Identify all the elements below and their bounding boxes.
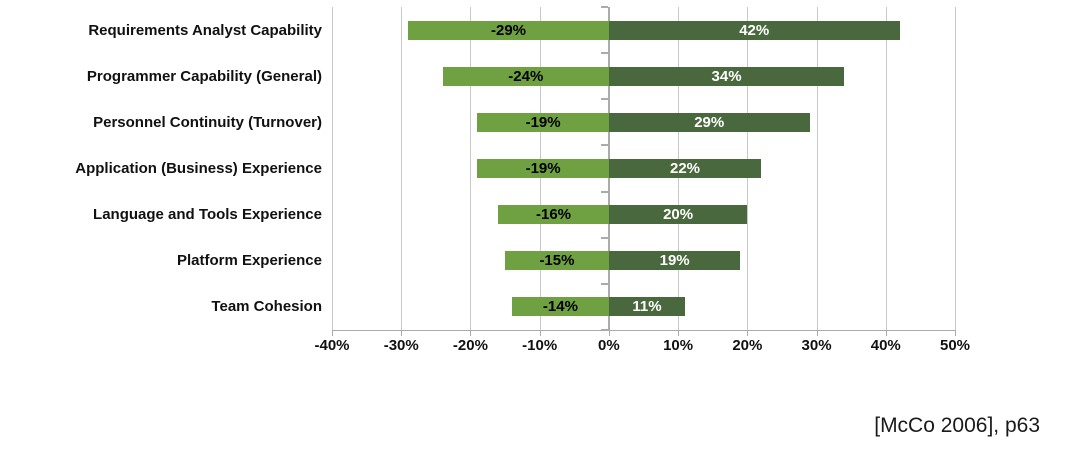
negative-bar: -16% (498, 205, 609, 224)
category-label: Team Cohesion (211, 298, 322, 316)
negative-bar: -14% (511, 297, 609, 316)
category-axis-tick (600, 6, 608, 8)
x-axis-tick (955, 330, 956, 336)
gridline (470, 7, 472, 330)
negative-bar-value: -24% (508, 68, 544, 85)
x-axis-tick-label: -10% (522, 337, 558, 354)
negative-bar-value: -14% (542, 298, 578, 315)
negative-bar-value: -29% (490, 22, 527, 39)
category-label: Platform Experience (176, 252, 322, 270)
x-axis-tick (470, 330, 472, 336)
positive-bar: 42% (608, 21, 900, 40)
category-label: Requirements Analyst Capability (88, 21, 322, 39)
x-axis-tick (816, 330, 818, 336)
x-axis-tick-label: 10% (663, 337, 694, 354)
positive-bar: 34% (608, 67, 845, 86)
category-axis-tick (600, 237, 608, 239)
negative-bar-value: -19% (525, 160, 561, 177)
category-axis-tick (600, 191, 608, 193)
positive-bar-value: 20% (663, 206, 694, 223)
gridline (955, 7, 956, 330)
x-axis-line (332, 330, 956, 331)
x-axis-tick (678, 330, 680, 336)
positive-bar: 11% (608, 297, 686, 316)
category-label: Programmer Capability (General) (86, 67, 322, 85)
gridline (885, 7, 887, 330)
category-label: Language and Tools Experience (93, 206, 322, 224)
positive-bar: 29% (608, 113, 810, 132)
category-label: Application (Business) Experience (75, 159, 322, 177)
x-axis-tick-label: -30% (383, 337, 419, 354)
negative-bar: -19% (477, 113, 609, 132)
x-axis-tick (539, 330, 541, 336)
category-axis-tick (600, 283, 608, 285)
negative-bar: -19% (477, 159, 609, 178)
negative-bar: -24% (442, 67, 609, 86)
negative-bar: -29% (408, 21, 609, 40)
category-label: Personnel Continuity (Turnover) (93, 113, 322, 131)
x-axis-tick-label: 50% (939, 337, 971, 354)
x-axis-tick (885, 330, 887, 336)
category-axis-tick (600, 144, 608, 146)
x-axis-tick (747, 330, 749, 336)
x-axis-tick-label: 20% (732, 337, 763, 354)
gridline (401, 7, 403, 330)
positive-bar-value: 19% (659, 252, 690, 269)
x-axis-tick-label: -40% (314, 337, 350, 354)
x-axis-tick (401, 330, 403, 336)
negative-bar: -15% (505, 251, 609, 270)
positive-bar-value: 42% (739, 22, 770, 39)
positive-bar-value: 34% (711, 68, 742, 85)
negative-bar-value: -16% (535, 206, 572, 223)
plot-area: -29% 42% -24% 34% -19% 29% -19% 22% -16% 20% -15% 1… (332, 6, 956, 331)
x-axis-tick (332, 330, 333, 336)
x-axis-tick-label: -20% (452, 337, 488, 354)
category-axis-tick (600, 98, 608, 100)
category-axis-tick (600, 52, 608, 54)
x-axis-tick-label: 40% (870, 337, 901, 354)
positive-bar-value: 22% (670, 160, 701, 177)
x-axis-tick-label: 0% (598, 337, 620, 354)
positive-bar: 20% (608, 205, 748, 224)
gridline (332, 7, 333, 330)
citation: [McCo 2006], p63 (874, 414, 1040, 437)
x-axis-tick (608, 330, 610, 336)
gridline (816, 7, 818, 330)
positive-bar: 22% (608, 159, 762, 178)
positive-bar: 19% (608, 251, 741, 270)
positive-bar-value: 11% (632, 298, 662, 315)
positive-bar-value: 29% (694, 114, 725, 131)
x-axis-tick-label: 30% (801, 337, 832, 354)
negative-bar-value: -19% (525, 114, 561, 131)
negative-bar-value: -15% (539, 252, 575, 269)
